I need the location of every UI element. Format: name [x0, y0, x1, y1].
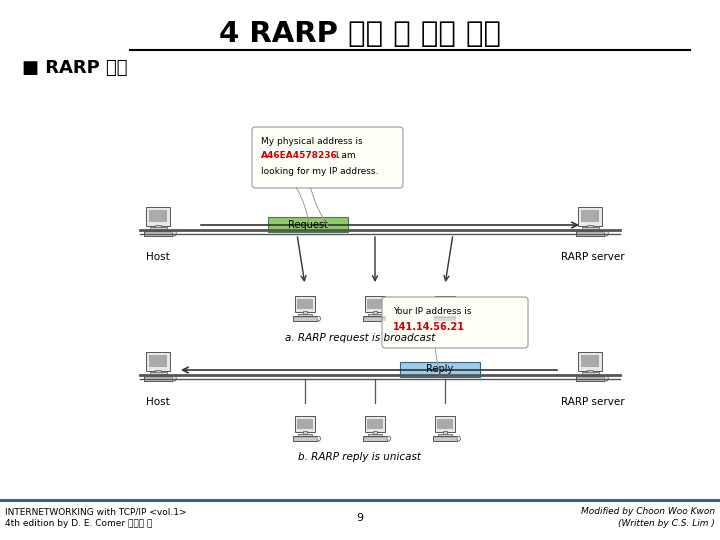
Bar — [365, 416, 385, 432]
Text: I am: I am — [333, 151, 356, 159]
Ellipse shape — [172, 375, 176, 381]
Bar — [295, 296, 315, 312]
Bar — [433, 316, 457, 321]
Bar — [373, 312, 377, 314]
Ellipse shape — [604, 375, 608, 381]
Text: Your IP address is: Your IP address is — [393, 307, 472, 315]
Bar — [303, 431, 307, 434]
Bar — [368, 434, 382, 436]
Bar — [435, 416, 455, 432]
Bar — [443, 312, 447, 314]
Ellipse shape — [387, 436, 390, 441]
Text: 4 RARP 동작 및 패킷 형식: 4 RARP 동작 및 패킷 형식 — [219, 20, 501, 48]
Text: A46EA4578236.: A46EA4578236. — [261, 151, 341, 159]
Bar — [438, 299, 453, 309]
Bar — [367, 419, 382, 429]
Bar — [368, 314, 382, 316]
Bar — [149, 210, 167, 222]
Bar — [578, 207, 602, 226]
Bar — [149, 355, 167, 367]
Bar — [578, 352, 602, 370]
Bar — [146, 352, 170, 370]
Bar — [581, 355, 599, 367]
Bar — [298, 314, 312, 316]
Bar — [582, 227, 598, 230]
Text: My physical address is: My physical address is — [261, 137, 363, 145]
Bar — [365, 296, 385, 312]
Ellipse shape — [604, 230, 608, 236]
Bar — [588, 370, 593, 373]
Text: RARP server: RARP server — [561, 252, 625, 262]
FancyBboxPatch shape — [252, 127, 403, 188]
FancyBboxPatch shape — [268, 217, 348, 232]
Bar — [373, 431, 377, 434]
Text: (Written by C.S. Lim ): (Written by C.S. Lim ) — [618, 519, 715, 529]
Text: 4th edition by D. E. Comer 임철수 역: 4th edition by D. E. Comer 임철수 역 — [5, 519, 153, 529]
Text: Modified by Choon Woo Kwon: Modified by Choon Woo Kwon — [581, 508, 715, 516]
Text: a. RARP request is broadcast: a. RARP request is broadcast — [285, 333, 435, 343]
Bar — [146, 207, 170, 226]
Bar — [0, 499, 720, 502]
Ellipse shape — [317, 316, 320, 321]
Text: Request: Request — [288, 219, 328, 230]
Bar — [438, 434, 452, 436]
Bar — [438, 419, 453, 429]
Bar — [143, 231, 173, 236]
Bar — [293, 436, 318, 441]
Text: Host: Host — [146, 397, 170, 407]
Bar — [363, 316, 387, 321]
FancyBboxPatch shape — [400, 362, 480, 377]
Bar — [363, 436, 387, 441]
Bar — [575, 376, 605, 381]
Bar — [143, 376, 173, 381]
Bar — [588, 225, 593, 228]
Bar — [443, 431, 447, 434]
Bar — [435, 296, 455, 312]
Bar — [298, 434, 312, 436]
Bar — [303, 312, 307, 314]
Bar — [438, 314, 452, 316]
Text: ■ RARP 동작: ■ RARP 동작 — [22, 59, 127, 77]
Bar — [367, 299, 382, 309]
Bar — [582, 372, 598, 375]
Bar — [575, 231, 605, 236]
Text: 9: 9 — [356, 513, 364, 523]
Bar — [156, 370, 161, 373]
Bar — [433, 436, 457, 441]
Bar — [150, 372, 166, 375]
Bar — [297, 419, 312, 429]
Bar — [297, 299, 312, 309]
Text: Host: Host — [146, 252, 170, 262]
Bar — [150, 227, 166, 230]
Bar — [581, 210, 599, 222]
Text: b. RARP reply is unicast: b. RARP reply is unicast — [299, 452, 421, 462]
Bar — [295, 416, 315, 432]
FancyBboxPatch shape — [382, 297, 528, 348]
Ellipse shape — [387, 316, 390, 321]
Ellipse shape — [172, 230, 176, 236]
Text: INTERNETWORKING with TCP/IP <vol.1>: INTERNETWORKING with TCP/IP <vol.1> — [5, 508, 186, 516]
Text: Reply: Reply — [426, 364, 454, 375]
Ellipse shape — [457, 316, 461, 321]
Text: RARP server: RARP server — [561, 397, 625, 407]
Ellipse shape — [457, 436, 461, 441]
Bar — [293, 316, 318, 321]
Text: 141.14.56.21: 141.14.56.21 — [393, 322, 465, 332]
Bar — [156, 225, 161, 228]
Text: looking for my IP address.: looking for my IP address. — [261, 166, 379, 176]
Ellipse shape — [317, 436, 320, 441]
